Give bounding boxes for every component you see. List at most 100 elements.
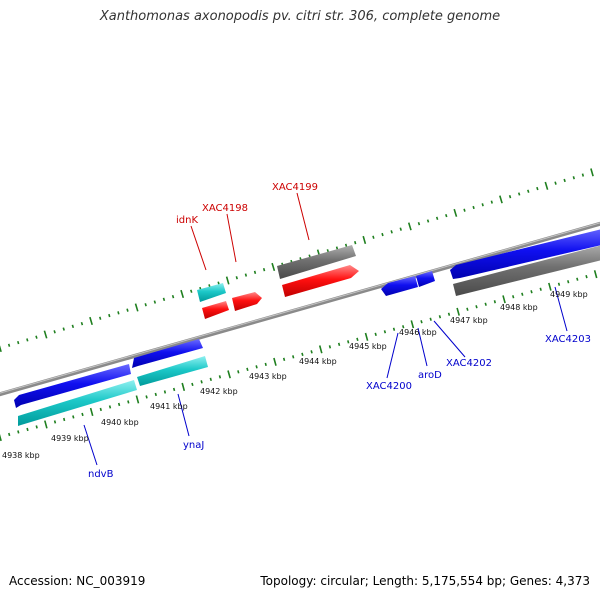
tick-mark-upper bbox=[362, 235, 367, 245]
gene-feature-blue[interactable] bbox=[450, 227, 600, 279]
callout-aroD bbox=[417, 327, 428, 367]
tick-mark-lower bbox=[521, 292, 524, 296]
tick-mark-lower bbox=[63, 417, 66, 422]
tick-mark-lower bbox=[548, 282, 552, 291]
tick-mark-lower bbox=[438, 315, 442, 319]
tick-mark-upper bbox=[89, 316, 93, 326]
map-title: Xanthomonas axonopodis pv. citri str. 30… bbox=[99, 9, 501, 24]
gene-feature-red[interactable] bbox=[202, 301, 229, 319]
tick-mark-upper bbox=[235, 276, 238, 280]
tick-mark-lower bbox=[502, 295, 506, 304]
tick-mark-upper bbox=[26, 338, 29, 342]
tick-mark-upper bbox=[262, 267, 266, 272]
tick-mark-upper bbox=[335, 246, 339, 250]
tick-mark-lower bbox=[337, 342, 341, 347]
gene-feature-cyan[interactable] bbox=[137, 356, 208, 386]
kbp-label: 4947 kbp bbox=[450, 316, 488, 325]
tick-mark-upper bbox=[80, 321, 84, 326]
tick-mark-lower bbox=[218, 375, 222, 379]
gene-features bbox=[14, 227, 600, 426]
gene-feature-blue[interactable] bbox=[14, 364, 131, 408]
gene-label-XAC4198[interactable]: XAC4198 bbox=[202, 203, 248, 214]
tick-mark-upper bbox=[344, 243, 348, 248]
tick-mark-upper bbox=[508, 195, 512, 199]
tick-mark-lower bbox=[392, 327, 396, 331]
tick-mark-lower bbox=[585, 274, 588, 279]
callout-XAC4198 bbox=[226, 213, 237, 263]
callout-XAC4200 bbox=[386, 332, 399, 379]
tick-mark-lower bbox=[44, 420, 48, 429]
tick-mark-lower bbox=[456, 307, 460, 316]
gene-label-idnK[interactable]: idnK bbox=[176, 215, 198, 226]
gene-label-ynaJ[interactable]: ynaJ bbox=[183, 440, 204, 451]
gene-label-XAC4199[interactable]: XAC4199 bbox=[272, 182, 318, 193]
tick-mark-upper bbox=[244, 273, 248, 277]
tick-mark-lower bbox=[429, 317, 432, 321]
tick-mark-lower bbox=[17, 430, 20, 434]
tick-mark-lower bbox=[420, 320, 423, 324]
tick-mark-lower bbox=[466, 307, 469, 311]
tick-mark-lower bbox=[402, 325, 405, 329]
callout-lines bbox=[83, 192, 568, 466]
tick-mark-lower bbox=[493, 300, 496, 304]
tick-mark-upper bbox=[171, 294, 175, 299]
tick-mark-upper bbox=[117, 311, 120, 315]
callout-XAC4199 bbox=[296, 192, 310, 241]
tick-mark-lower bbox=[35, 425, 38, 429]
tick-mark-lower bbox=[135, 395, 140, 404]
gene-label-ndvB[interactable]: ndvB bbox=[88, 469, 114, 480]
tick-mark-lower bbox=[99, 407, 102, 412]
kbp-label: 4949 kbp bbox=[550, 290, 588, 299]
gene-feature-blue[interactable] bbox=[132, 339, 203, 368]
tick-mark-upper bbox=[390, 230, 393, 234]
tick-mark-lower bbox=[475, 305, 478, 309]
tick-mark-lower bbox=[328, 345, 332, 349]
callout-XAC4203 bbox=[554, 286, 568, 332]
gene-label-XAC4202[interactable]: XAC4202 bbox=[446, 358, 492, 369]
callout-ynaJ bbox=[177, 393, 190, 437]
tick-mark-upper bbox=[108, 313, 111, 318]
tick-mark-upper bbox=[481, 203, 484, 207]
tick-mark-upper bbox=[572, 176, 575, 180]
gene-feature-gray[interactable] bbox=[277, 245, 356, 279]
tick-mark-upper bbox=[180, 289, 185, 299]
gene-feature-gray[interactable] bbox=[453, 243, 600, 296]
tick-mark-lower bbox=[255, 365, 258, 369]
tick-mark-upper bbox=[581, 173, 585, 177]
callout-ndvB bbox=[83, 424, 98, 466]
tick-mark-upper bbox=[463, 208, 466, 212]
tick-mark-lower bbox=[72, 415, 75, 419]
tick-mark-lower bbox=[383, 330, 387, 334]
tick-mark-lower bbox=[246, 367, 249, 372]
kbp-labels: 4938 kbp 4939 kbp 4940 kbp 4941 kbp 4942… bbox=[2, 290, 588, 460]
gene-feature-red[interactable] bbox=[232, 292, 262, 311]
tick-mark-lower bbox=[447, 312, 451, 316]
tick-mark-lower bbox=[273, 357, 277, 366]
tick-mark-lower bbox=[292, 355, 295, 359]
gene-label-aroD[interactable]: aroD bbox=[418, 370, 442, 381]
tick-mark-upper bbox=[399, 227, 402, 231]
tick-mark-lower bbox=[484, 302, 487, 306]
tick-mark-upper bbox=[544, 181, 549, 190]
gene-feature-blue[interactable] bbox=[381, 276, 418, 296]
gene-feature-cyan[interactable] bbox=[197, 283, 226, 302]
tick-mark-lower bbox=[172, 387, 176, 392]
gene-label-XAC4200[interactable]: XAC4200 bbox=[366, 381, 412, 392]
tick-mark-lower bbox=[108, 405, 112, 409]
tick-mark-lower bbox=[237, 370, 240, 374]
tick-mark-lower bbox=[154, 392, 157, 397]
gene-label-XAC4203[interactable]: XAC4203 bbox=[545, 334, 591, 345]
callout-idnK bbox=[190, 225, 207, 271]
gene-feature-blue[interactable] bbox=[416, 271, 435, 287]
kbp-label: 4940 kbp bbox=[101, 418, 139, 427]
gene-feature-red[interactable] bbox=[282, 265, 359, 297]
accession-label: Accession: NC_003919 bbox=[9, 574, 146, 588]
tick-mark-upper bbox=[517, 192, 521, 196]
tick-mark-upper bbox=[554, 181, 557, 185]
tick-mark-lower bbox=[347, 340, 350, 344]
tick-mark-upper bbox=[453, 208, 458, 217]
gene-feature-cyan[interactable] bbox=[18, 380, 137, 426]
tick-mark-upper bbox=[35, 335, 38, 339]
